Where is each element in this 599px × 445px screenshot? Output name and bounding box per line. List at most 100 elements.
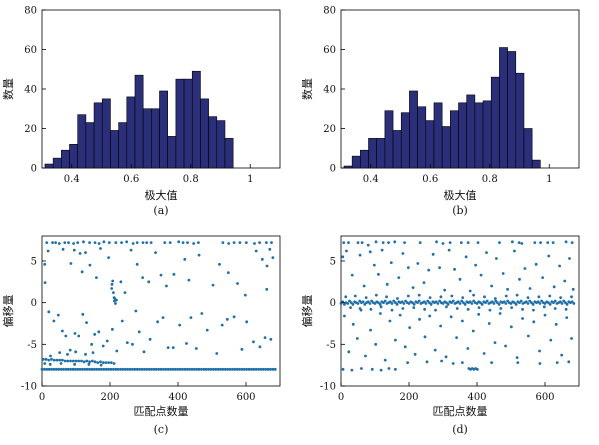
- scatter-point: [164, 367, 168, 371]
- scatter-point: [483, 295, 486, 299]
- scatter-point: [514, 302, 518, 306]
- scatter-point: [493, 341, 497, 345]
- histogram-bar: [224, 138, 234, 169]
- x-axis-ticks: 0.4 0.6 0.8 1: [64, 164, 253, 185]
- scatter-point: [202, 367, 206, 371]
- histogram-bar: [450, 110, 459, 169]
- scatter-point: [472, 293, 475, 297]
- scatter-point: [261, 367, 265, 371]
- histogram-bar: [208, 116, 218, 169]
- scatter-point: [87, 362, 91, 366]
- scatter-point: [509, 325, 513, 329]
- scatter-point: [221, 241, 225, 245]
- scatter-point: [346, 302, 350, 305]
- histogram-bar: [392, 130, 402, 169]
- scatter-point: [215, 352, 219, 355]
- scatter-point: [135, 241, 139, 245]
- x-axis-label: 极大值: [145, 188, 178, 202]
- scatter-point: [177, 240, 181, 244]
- scatter-point: [559, 296, 563, 300]
- scatter-point: [67, 241, 70, 245]
- x-axis-ticks: 0 200 400 600: [338, 382, 555, 403]
- scatter-point: [141, 276, 145, 280]
- scatter-point: [343, 314, 346, 318]
- scatter-point: [231, 367, 234, 371]
- scatter-point: [395, 302, 399, 306]
- scatter-point: [538, 362, 542, 365]
- scatter-point: [54, 367, 58, 371]
- scatter-point: [166, 346, 170, 350]
- scatter-point: [107, 256, 111, 260]
- scatter-point: [425, 360, 429, 364]
- histogram-bars: [44, 70, 234, 169]
- scatter-point: [204, 367, 208, 371]
- y-tick-label: 40: [323, 85, 336, 96]
- scatter-point: [453, 267, 456, 271]
- scatter-point: [90, 342, 94, 346]
- scatter-point: [93, 360, 97, 364]
- scatter-point: [171, 367, 175, 371]
- scatter-point: [88, 241, 91, 245]
- scatter-point: [240, 367, 244, 371]
- scatter-point: [401, 307, 405, 310]
- scatter-point: [55, 358, 59, 362]
- scatter-point: [572, 302, 576, 305]
- scatter-point: [238, 367, 241, 371]
- scatter-point: [192, 242, 196, 245]
- scatter-point: [236, 282, 239, 285]
- scatter-point: [460, 319, 464, 323]
- scatter-point: [245, 320, 249, 324]
- scatter-point: [477, 312, 481, 316]
- scatter-point: [406, 266, 410, 270]
- scatter-point: [96, 361, 100, 365]
- scatter-point: [485, 299, 489, 303]
- histogram-bar: [531, 159, 541, 169]
- scatter-point: [369, 328, 372, 332]
- scatter-point: [358, 307, 362, 310]
- y-axis-label: 数量: [301, 78, 314, 100]
- histogram-bar: [77, 114, 87, 169]
- histogram-bar: [183, 78, 193, 169]
- scatter-point: [97, 242, 101, 245]
- scatter-point: [254, 249, 258, 253]
- scatter-point: [112, 367, 115, 371]
- scatter-point: [564, 240, 568, 244]
- scatter-point: [140, 367, 144, 371]
- x-tick-label: 1: [247, 174, 253, 185]
- scatter-point: [69, 359, 72, 363]
- scatter-point: [102, 367, 106, 371]
- scatter-point: [342, 241, 346, 245]
- scatter-point: [181, 241, 185, 245]
- histogram-bar: [482, 100, 492, 169]
- y-tick-label: 40: [24, 85, 37, 96]
- histogram-bar: [458, 102, 467, 169]
- scatter-point: [271, 367, 275, 371]
- x-axis-ticks: 0 200 400 600: [39, 382, 256, 403]
- scatter-point: [171, 346, 175, 350]
- scatter-point: [271, 256, 275, 260]
- x-tick-label: 0.6: [123, 174, 139, 185]
- scatter-point: [439, 295, 443, 299]
- scatter-point: [42, 367, 46, 371]
- scatter-point: [45, 367, 49, 371]
- scatter-point: [362, 284, 366, 288]
- scatter-point: [443, 288, 447, 292]
- panel-b: 0.4 0.6 0.8 1 0 20 40 60 80 极大值 数量 (b): [301, 6, 580, 217]
- scatter-point: [97, 367, 101, 371]
- scatter-point: [253, 242, 256, 245]
- scatter-point: [270, 241, 273, 245]
- x-tick-label: 200: [399, 392, 418, 403]
- scatter-point: [519, 299, 523, 303]
- scatter-point: [93, 332, 97, 336]
- scatter-point: [476, 241, 480, 245]
- scatter-point: [429, 302, 433, 306]
- scatter-point: [537, 295, 541, 299]
- scatter-point: [44, 357, 48, 361]
- scatter-point: [364, 296, 368, 300]
- scatter-point: [390, 302, 394, 305]
- scatter-point: [520, 242, 524, 245]
- scatter-point: [341, 255, 345, 259]
- scatter-point: [51, 241, 54, 245]
- scatter-point: [526, 334, 530, 338]
